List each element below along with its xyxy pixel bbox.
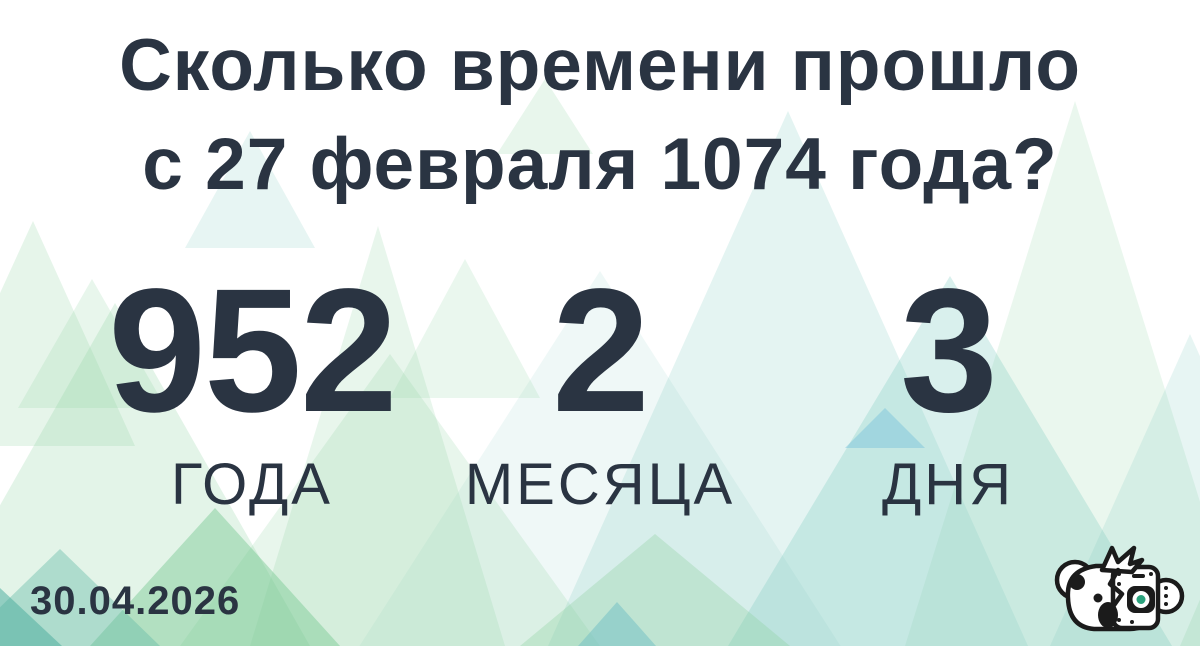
counters-row: 952 ГОДА 2 МЕСЯЦА 3 ДНЯ <box>0 263 1200 518</box>
months-value: 2 <box>552 253 650 450</box>
current-date: 30.04.2026 <box>30 579 241 623</box>
counter-months: 2 МЕСЯЦА <box>426 263 774 518</box>
days-label: ДНЯ <box>881 452 1015 518</box>
card: Сколько времени прошло с 27 февраля 1074… <box>0 16 1200 646</box>
title-line-2: с 27 февраля 1074 года? <box>142 124 1058 206</box>
counter-years: 952 ГОДА <box>78 263 426 518</box>
years-label: ГОДА <box>171 452 333 518</box>
years-value: 952 <box>108 253 398 450</box>
title-line-1: Сколько времени прошло <box>119 25 1081 106</box>
triangle-background <box>0 79 1200 646</box>
koala-robot-logo-icon <box>1054 545 1185 632</box>
days-value: 3 <box>900 253 998 450</box>
logo-eye-green-dot <box>1136 595 1146 604</box>
counter-days: 3 ДНЯ <box>774 263 1122 518</box>
page-title: Сколько времени прошло с 27 февраля 1074… <box>0 16 1200 215</box>
months-label: МЕСЯЦА <box>464 452 736 518</box>
